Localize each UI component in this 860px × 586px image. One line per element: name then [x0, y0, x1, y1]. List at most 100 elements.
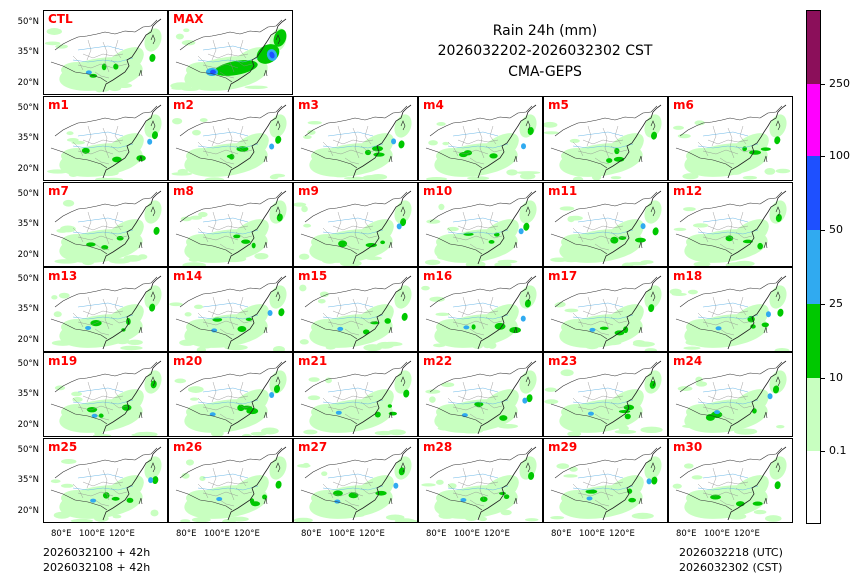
rainfall-map	[293, 190, 412, 267]
colorbar-swatch	[806, 10, 821, 84]
member-label: m24	[673, 354, 703, 368]
rainfall-map	[50, 360, 162, 437]
member-label: m23	[548, 354, 578, 368]
member-label: m4	[423, 98, 444, 112]
rainfall-map	[50, 275, 162, 351]
colorbar-tick	[820, 451, 825, 452]
colorbar-level-label: 50	[829, 223, 843, 236]
lat-tick-label: 50°N	[17, 17, 39, 27]
map-panel: m5	[543, 96, 668, 181]
footer-valid-cst: 2026032302 (CST)	[679, 561, 783, 574]
member-label: m10	[423, 184, 453, 198]
map-panel: m14	[168, 267, 293, 352]
panel-frame	[43, 182, 168, 267]
member-label: m13	[48, 269, 78, 283]
rainfall-map	[421, 275, 537, 350]
member-label: m11	[548, 184, 578, 198]
map-panel: m27	[293, 438, 418, 523]
map-panel: m24	[668, 352, 793, 437]
map-panel: m13	[43, 267, 168, 352]
map-panel: m22	[418, 352, 543, 437]
rainfall-map	[170, 18, 287, 93]
footer-init-cst: 2026032108 + 42h	[43, 561, 151, 574]
panel-frame	[293, 182, 418, 267]
panel-frame	[668, 96, 793, 181]
panel-frame	[668, 438, 793, 523]
rainfall-map	[673, 104, 791, 180]
colorbar-tick	[820, 230, 825, 231]
panel-frame	[168, 10, 293, 95]
rainfall-map	[421, 446, 539, 522]
map-panel: m7	[43, 182, 168, 267]
member-label: m9	[298, 184, 319, 198]
map-panel: m30	[668, 438, 793, 523]
lat-tick-label: 20°N	[17, 506, 39, 516]
member-label: m25	[48, 440, 78, 454]
member-label: m3	[298, 98, 319, 112]
member-label: m17	[548, 269, 578, 283]
rainfall-map	[50, 446, 162, 523]
panel-frame	[168, 438, 293, 523]
panel-frame	[43, 438, 168, 523]
rainfall-map	[175, 446, 287, 523]
lat-tick-label: 20°N	[17, 250, 39, 260]
chart-title-variable: Rain 24h (mm)	[492, 23, 598, 39]
rainfall-map	[300, 360, 412, 436]
rainfall-map	[424, 190, 537, 267]
colorbar-swatch	[806, 230, 821, 304]
lon-tick-label: 120°E	[734, 529, 760, 539]
colorbar-tick	[820, 378, 825, 379]
rainfall-map	[673, 190, 787, 267]
rainfall-map	[425, 104, 541, 181]
rainfall-map	[550, 190, 662, 267]
lon-tick-label: 80°E	[176, 529, 197, 539]
panel-frame	[293, 438, 418, 523]
panel-frame	[418, 438, 543, 523]
panel-frame	[418, 96, 543, 181]
panel-frame	[43, 267, 168, 352]
map-panel: m3	[293, 96, 418, 181]
panel-frame	[418, 182, 543, 267]
map-panel: m29	[543, 438, 668, 523]
panel-frame	[168, 182, 293, 267]
panel-frame	[43, 96, 168, 181]
map-panel: CTL	[43, 10, 168, 95]
member-label: m27	[298, 440, 328, 454]
panel-frame	[543, 96, 668, 181]
chart-title-model: CMA-GEPS	[508, 64, 582, 80]
map-panel: m28	[418, 438, 543, 523]
map-panel: m4	[418, 96, 543, 181]
rainfall-map	[299, 275, 412, 352]
member-label: m26	[173, 440, 203, 454]
member-label: m5	[548, 98, 569, 112]
rainfall-map	[300, 104, 412, 181]
colorbar-swatch	[806, 378, 821, 451]
panel-frame	[168, 352, 293, 437]
colorbar-swatch	[806, 304, 821, 378]
lat-tick-label: 20°N	[17, 78, 39, 88]
colorbar-level-label: 100	[829, 149, 850, 162]
member-label: m21	[298, 354, 328, 368]
lat-tick-label: 50°N	[17, 359, 39, 369]
panel-frame	[293, 267, 418, 352]
member-label: m22	[423, 354, 453, 368]
lon-tick-label: 80°E	[676, 529, 697, 539]
panel-frame	[168, 96, 293, 181]
lat-tick-label: 35°N	[17, 133, 39, 143]
colorbar-swatch	[806, 156, 821, 230]
panel-frame	[543, 352, 668, 437]
colorbar-level-label: 250	[829, 77, 850, 90]
lon-tick-label: 100°E	[454, 529, 480, 539]
member-label: m28	[423, 440, 453, 454]
map-panel: m21	[293, 352, 418, 437]
member-label: m1	[48, 98, 69, 112]
map-panel: m19	[43, 352, 168, 437]
rainfall-map	[669, 275, 790, 352]
map-panel: m26	[168, 438, 293, 523]
rainfall-map	[174, 360, 287, 437]
rainfall-map	[293, 446, 418, 523]
lat-tick-label: 50°N	[17, 189, 39, 199]
member-label: m20	[173, 354, 203, 368]
lat-tick-label: 35°N	[17, 304, 39, 314]
